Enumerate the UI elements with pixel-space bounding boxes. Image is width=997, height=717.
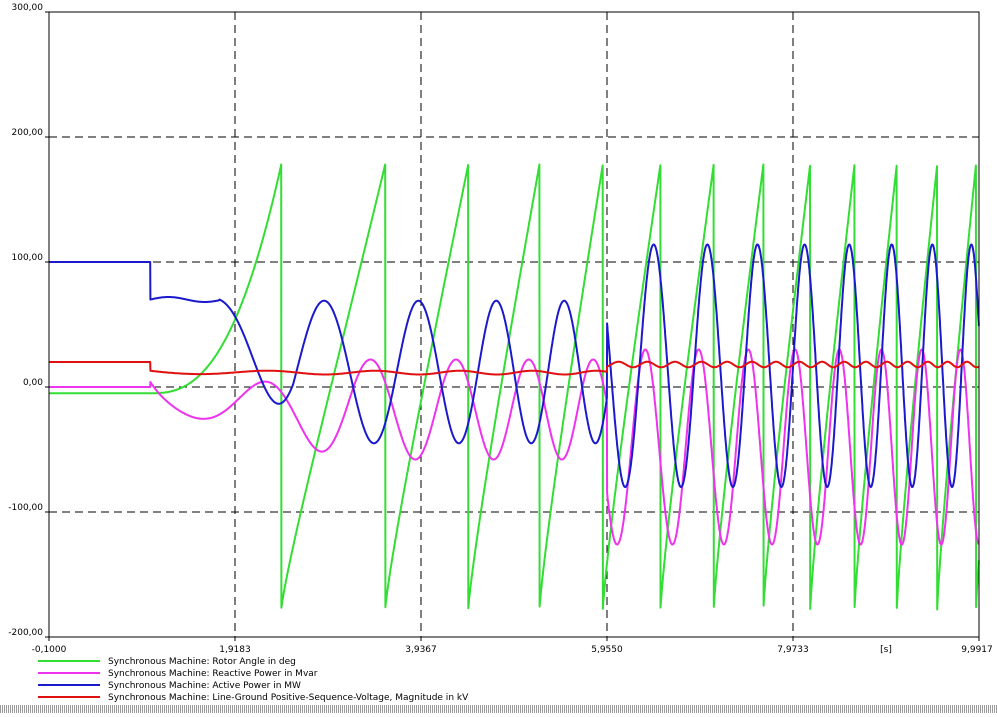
- plot-frame: [48, 11, 980, 638]
- x-tick-label: -0,1000: [32, 645, 67, 655]
- x-tick-label: 9,9917: [961, 645, 993, 655]
- x-tick-label: 3,9367: [405, 645, 437, 655]
- series-layer: [48, 163, 980, 611]
- x-unit-label: [s]: [880, 645, 892, 655]
- tick-label-layer: -0,1000 1,9183 3,9367 5,9550 7,9733 9,9917 -20…: [8, 3, 993, 655]
- series-line-0: [48, 163, 980, 611]
- x-tick-label: 1,9183: [219, 645, 251, 655]
- x-tick-label: 5,9550: [591, 645, 623, 655]
- bottom-scroll-strip: [0, 705, 997, 713]
- legend-entry-label: Synchronous Machine: Line-Ground Positiv…: [108, 693, 469, 703]
- legend-entry-label: Synchronous Machine: Reactive Power in M…: [108, 669, 318, 679]
- legend-entry-label: Synchronous Machine: Rotor Angle in deg: [108, 657, 296, 667]
- series-line-2: [48, 243, 980, 488]
- plot-area: [49, 12, 979, 637]
- y-tick-label: -100,00: [8, 503, 43, 513]
- y-tick-label: 0,00: [23, 378, 43, 388]
- y-tick-label: -200,00: [8, 628, 43, 638]
- legend-entry-label: Synchronous Machine: Active Power in MW: [108, 681, 301, 691]
- y-tick-label: 300,00: [12, 3, 44, 13]
- x-tick-label: 7,9733: [777, 645, 809, 655]
- y-tick-label: 100,00: [12, 253, 44, 263]
- y-tick-label: 200,00: [12, 128, 44, 138]
- series-line-3: [48, 360, 980, 376]
- series-line-1: [48, 348, 980, 546]
- legend: Synchronous Machine: Rotor Angle in deg S…: [38, 657, 469, 703]
